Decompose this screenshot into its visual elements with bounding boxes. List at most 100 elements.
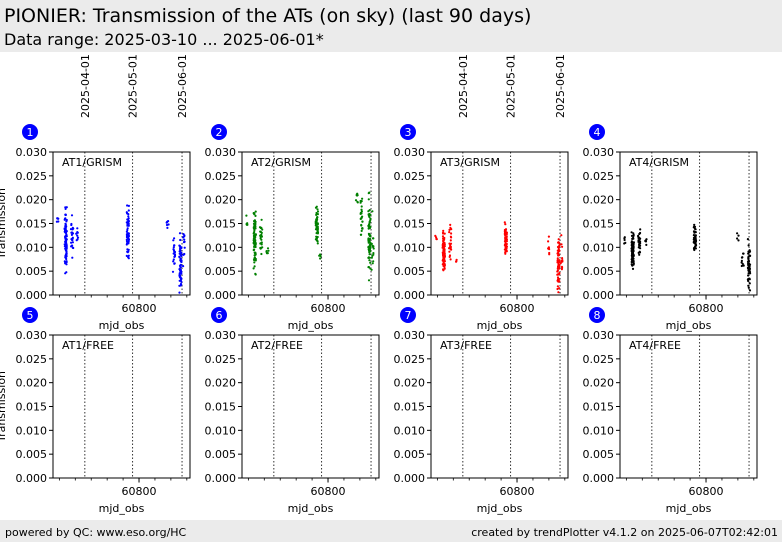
y-tick-label: 0.025 (205, 353, 237, 366)
y-tick-label: 0.020 (583, 194, 615, 207)
data-point (75, 239, 78, 242)
y-tick-label: 0.005 (583, 265, 615, 278)
data-point (370, 256, 373, 259)
y-tick-label: 0.015 (205, 401, 237, 414)
y-tick-label: 0.000 (583, 472, 615, 485)
y-tick-label: 0.030 (583, 146, 615, 159)
data-point (442, 259, 445, 263)
data-point (126, 218, 129, 221)
data-point (71, 241, 74, 244)
data-point (254, 242, 257, 245)
data-point (556, 251, 560, 255)
data-point (64, 213, 67, 216)
data-point (316, 210, 320, 213)
data-point (630, 240, 634, 243)
data-point (442, 247, 445, 250)
y-tick-label: 0.025 (205, 170, 237, 183)
data-point (367, 213, 370, 216)
data-point (254, 253, 257, 256)
data-point (747, 264, 750, 267)
data-point (173, 244, 176, 247)
data-point (183, 246, 186, 249)
data-point (737, 239, 740, 242)
header-bar: PIONIER: Transmission of the ATs (on sky… (0, 0, 782, 52)
plot-frame (241, 334, 380, 479)
data-point (265, 252, 269, 255)
data-point (314, 228, 318, 231)
data-point (64, 256, 67, 259)
panel-number-badge (211, 124, 227, 140)
data-point (369, 217, 372, 220)
data-point (260, 252, 263, 256)
panel-number: 1 (27, 126, 34, 139)
data-point (503, 232, 506, 235)
y-tick-label: 0.000 (205, 472, 237, 485)
data-point (266, 247, 270, 250)
y-tick-label: 0.000 (583, 289, 615, 302)
data-point (557, 291, 560, 294)
plot-frame (619, 334, 758, 479)
data-point (748, 249, 751, 252)
data-point (178, 252, 181, 255)
data-point (368, 245, 371, 248)
y-tick-label: 0.020 (394, 194, 426, 207)
data-point (65, 218, 68, 222)
data-point (267, 249, 270, 252)
data-point (178, 279, 181, 282)
data-point (740, 256, 744, 259)
data-point (126, 227, 129, 230)
data-point (127, 224, 130, 227)
data-point (693, 240, 696, 243)
data-point (692, 247, 696, 250)
y-tick-label: 0.020 (583, 377, 615, 390)
data-point (166, 226, 169, 229)
data-point (449, 258, 452, 261)
y-tick-label: 0.000 (16, 472, 48, 485)
data-point (316, 222, 319, 225)
data-point (126, 248, 129, 251)
data-point (623, 238, 626, 242)
data-point (638, 250, 641, 253)
footer-created-by: created by trendPlotter v4.1.2 on 2025-0… (471, 526, 778, 539)
plot-frame (430, 334, 569, 479)
data-point (443, 264, 446, 267)
data-point (319, 257, 322, 260)
y-tick-label: 0.020 (16, 194, 48, 207)
data-point (367, 237, 370, 240)
data-point (694, 242, 697, 245)
panel-label: AT1/GRISM (62, 156, 122, 169)
data-point (253, 261, 256, 264)
data-point (372, 260, 375, 263)
data-point (70, 222, 73, 226)
data-point (70, 241, 73, 244)
data-point (127, 204, 130, 207)
data-point (165, 223, 169, 227)
y-tick-label: 0.005 (583, 448, 615, 461)
data-point (748, 277, 751, 280)
data-point (748, 272, 751, 275)
data-point (557, 254, 561, 257)
panel-number-badge (211, 307, 227, 323)
data-point (127, 256, 130, 259)
data-point (316, 242, 319, 245)
data-point (360, 210, 363, 213)
data-point (561, 260, 564, 263)
data-point (372, 252, 375, 255)
data-point (361, 215, 364, 218)
data-point (179, 259, 182, 262)
data-point (747, 268, 751, 272)
y-tick-label: 0.010 (205, 241, 237, 254)
data-point (560, 243, 563, 246)
data-point (443, 238, 446, 241)
y-axis-label: Transmission (0, 188, 8, 260)
date-marker-label: 2025-05-01 (127, 54, 140, 118)
data-point (371, 262, 374, 265)
date-marker-label: 2025-04-01 (79, 54, 92, 118)
panel-number: 3 (405, 126, 412, 139)
y-tick-label: 0.005 (16, 448, 48, 461)
data-point (368, 247, 372, 250)
data-point (179, 264, 182, 267)
data-point (127, 222, 130, 225)
data-point (315, 213, 318, 216)
x-axis-label: mjd_obs (99, 502, 145, 515)
